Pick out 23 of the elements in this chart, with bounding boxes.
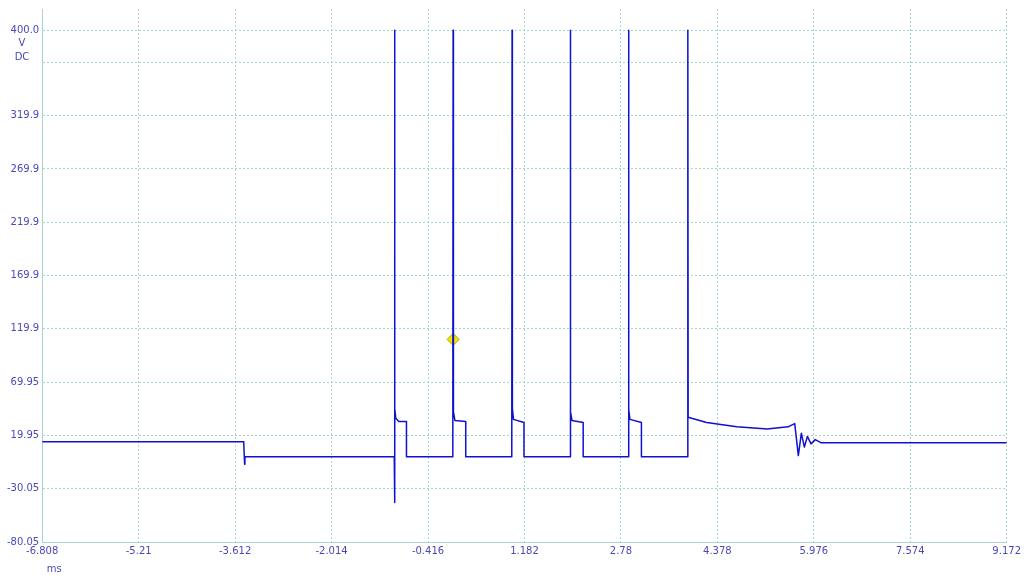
x-tick-label: -3.612 <box>219 544 252 556</box>
y-tick-label: 69.95 <box>10 375 40 387</box>
y-axis-title: V DC <box>14 36 30 62</box>
y-tick-label: 269.9 <box>10 162 40 174</box>
x-axis-title: ms <box>46 562 62 574</box>
x-tick-label: -6.808 <box>26 544 59 556</box>
x-tick-label: 5.976 <box>799 544 829 556</box>
x-tick-label: 1.182 <box>510 544 539 556</box>
x-tick-label: -0.416 <box>411 544 445 556</box>
y-tick-label: 319.9 <box>10 109 40 121</box>
y-tick-label: -30.05 <box>6 482 40 494</box>
x-tick-label: -2.014 <box>315 544 348 556</box>
x-tick-label: 7.574 <box>895 544 925 556</box>
y-tick-label: 119.9 <box>10 322 40 334</box>
y-tick-label: 169.9 <box>10 269 40 281</box>
y-tick-label: -80.05 <box>6 535 40 547</box>
y-tick-label: 400.0 <box>10 23 40 35</box>
y-tick-label: 19.95 <box>10 428 40 440</box>
x-tick-label: 2.78 <box>609 544 633 556</box>
y-tick-label: 219.9 <box>10 215 40 227</box>
x-tick-label: 4.378 <box>703 544 732 556</box>
x-tick-label: -5.21 <box>125 544 152 556</box>
x-tick-label: 9.172 <box>992 544 1022 556</box>
